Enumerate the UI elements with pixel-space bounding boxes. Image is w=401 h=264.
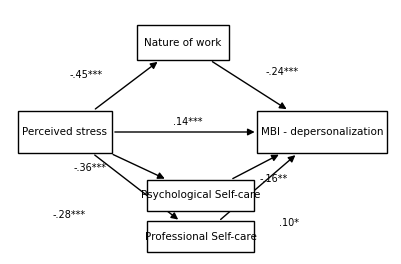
FancyBboxPatch shape (137, 25, 229, 60)
FancyBboxPatch shape (18, 111, 112, 153)
FancyBboxPatch shape (257, 111, 387, 153)
Text: MBI - depersonalization: MBI - depersonalization (261, 127, 384, 137)
Text: Professional Self-care: Professional Self-care (145, 232, 256, 242)
FancyBboxPatch shape (148, 221, 253, 252)
Text: Perceived stress: Perceived stress (22, 127, 107, 137)
Text: Psychological Self-care: Psychological Self-care (141, 190, 260, 200)
Text: -.28***: -.28*** (52, 210, 85, 220)
Text: -.36***: -.36*** (73, 163, 106, 173)
Text: -.16**: -.16** (259, 173, 288, 183)
FancyBboxPatch shape (148, 180, 253, 211)
Text: .10*: .10* (279, 218, 299, 228)
Text: -.45***: -.45*** (70, 70, 103, 80)
Text: Nature of work: Nature of work (144, 38, 221, 48)
Text: .14***: .14*** (173, 117, 203, 127)
Text: -.24***: -.24*** (266, 68, 299, 78)
